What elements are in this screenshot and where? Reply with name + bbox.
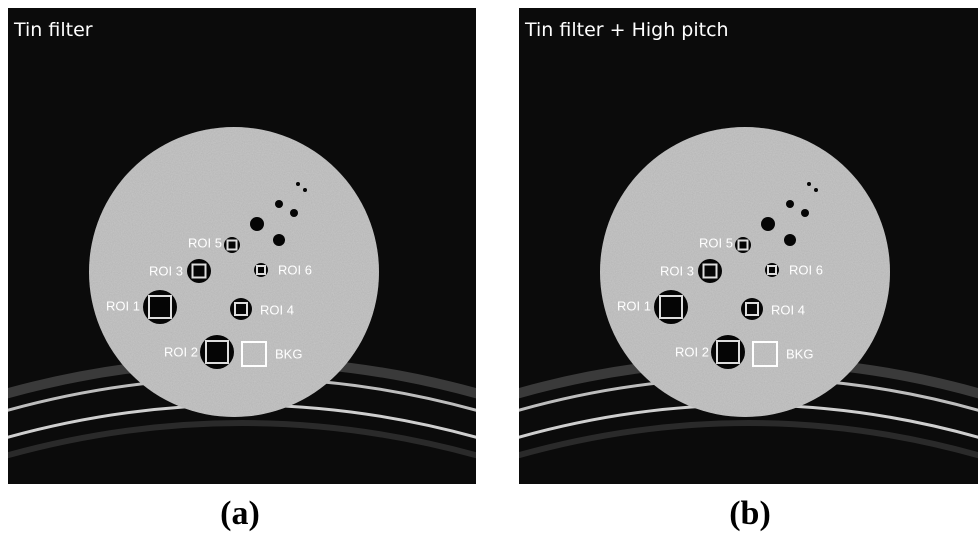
roi-label: ROI 4 xyxy=(771,302,805,317)
roi-label: ROI 3 xyxy=(149,263,183,278)
hole xyxy=(275,200,283,208)
hole xyxy=(250,217,264,231)
hole xyxy=(801,209,809,217)
roi-label: ROI 1 xyxy=(617,298,651,313)
hole xyxy=(761,217,775,231)
roi-label: ROI 6 xyxy=(278,262,312,277)
roi-label: ROI 5 xyxy=(699,235,733,250)
roi-label: BKG xyxy=(786,346,813,361)
hole xyxy=(296,182,300,186)
hole xyxy=(786,200,794,208)
panel-caption: (a) xyxy=(220,495,260,532)
roi-hole xyxy=(230,298,252,320)
hole xyxy=(807,182,811,186)
hole xyxy=(303,188,307,192)
hole xyxy=(290,209,298,217)
ct-panel: ROI 1 ROI 2 ROI 3 ROI 4 ROI 5 ROI 6 BKG Tin fil… xyxy=(509,8,978,484)
hole xyxy=(814,188,818,192)
roi-hole xyxy=(698,259,722,283)
roi-label: ROI 2 xyxy=(164,344,198,359)
roi-hole xyxy=(224,237,240,253)
roi-label: BKG xyxy=(275,346,302,361)
roi-label: ROI 6 xyxy=(789,262,823,277)
hole xyxy=(273,234,285,246)
panel-title: Tin filter xyxy=(13,19,93,41)
roi-hole xyxy=(187,259,211,283)
roi-label: ROI 4 xyxy=(260,302,294,317)
hole xyxy=(784,234,796,246)
panel-title: Tin filter + High pitch xyxy=(524,19,729,41)
roi-hole xyxy=(741,298,763,320)
phantom xyxy=(600,127,890,417)
roi-label: ROI 5 xyxy=(188,235,222,250)
panel-caption: (b) xyxy=(729,495,771,532)
phantom xyxy=(89,127,379,417)
figure: ROI 1 ROI 2 ROI 3 ROI 4 ROI 5 ROI 6 BKG Tin fil… xyxy=(0,0,978,538)
roi-label: ROI 3 xyxy=(660,263,694,278)
roi-hole xyxy=(735,237,751,253)
ct-panel: ROI 1 ROI 2 ROI 3 ROI 4 ROI 5 ROI 6 BKG Tin fil… xyxy=(0,8,486,484)
roi-label: ROI 2 xyxy=(675,344,709,359)
roi-label: ROI 1 xyxy=(106,298,140,313)
